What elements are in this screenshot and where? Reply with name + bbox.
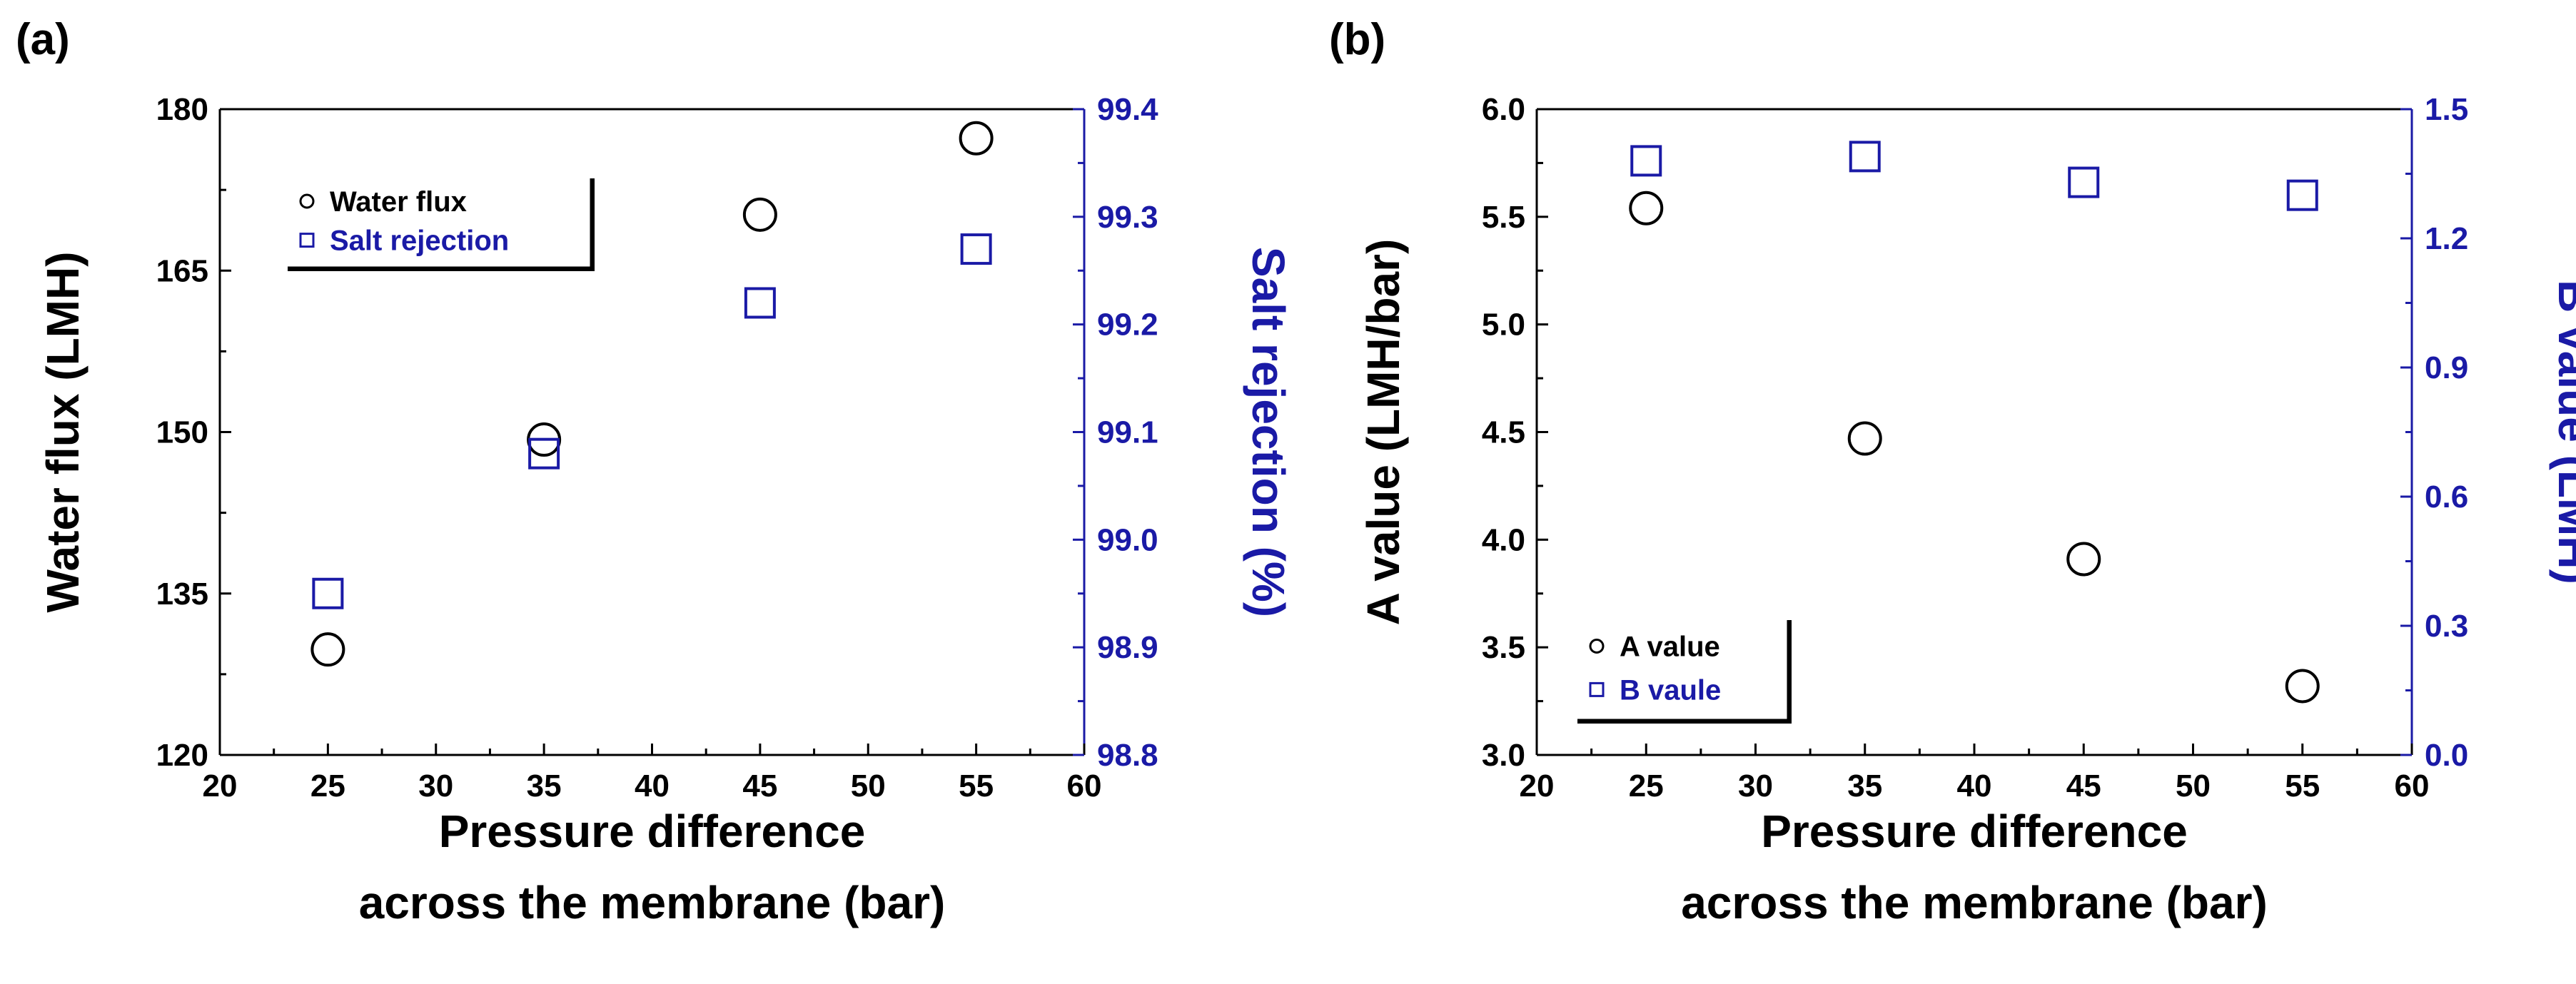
y-right-tick-label: 99.4 (1097, 92, 1158, 127)
y-left-tick-label: 180 (156, 92, 208, 127)
y-right-tick-label: 98.9 (1097, 630, 1158, 665)
legend-label: Salt rejection (330, 225, 509, 257)
y-right-tick-label: 0.0 (2425, 738, 2468, 773)
x-axis-title-line-1: Pressure difference (1761, 806, 2188, 857)
x-tick-label: 55 (2285, 769, 2320, 803)
data-point-b-vaule (1849, 141, 1881, 173)
legend-box (1572, 614, 1787, 719)
data-point-b-vaule (1630, 145, 1662, 177)
y-left-tick-label: 150 (156, 415, 208, 450)
legend-label: A value (1620, 632, 1720, 663)
y-right-tick-label: 0.9 (2425, 350, 2468, 385)
panel-label: (a) (16, 15, 70, 64)
legend-box (282, 173, 590, 267)
x-axis-title-line-1: Pressure difference (439, 806, 866, 857)
data-point-salt-rejection (528, 437, 560, 470)
x-axis-title-line-2: across the membrane (bar) (359, 877, 946, 928)
data-point-a-value (2066, 542, 2101, 577)
x-tick-label: 30 (1738, 769, 1773, 803)
y-right-tick-label: 99.1 (1097, 415, 1158, 450)
y-left-tick-label: 3.0 (1482, 738, 1525, 773)
chart-panel-a: (a) 20 25 30 35 40 45 50 55 60 120 135 150 165 180 98.8… (16, 15, 1294, 928)
y-left-tick-label: 5.5 (1482, 200, 1525, 235)
y-left-tick-label: 135 (156, 577, 208, 612)
y-right-axis-title: B value (LMH) (2549, 280, 2576, 584)
legend-marker-circle (1589, 639, 1605, 654)
y-right-tick-label: 0.6 (2425, 480, 2468, 514)
legend-marker-square (299, 233, 315, 248)
x-tick-label: 60 (2395, 769, 2430, 803)
y-left-tick-label: 120 (156, 738, 208, 773)
data-point-salt-rejection (312, 577, 344, 609)
y-right-tick-label: 0.3 (2425, 609, 2468, 644)
y-right-tick-label: 98.8 (1097, 738, 1158, 773)
y-right-tick-label: 99.3 (1097, 200, 1158, 235)
x-tick-label: 40 (1957, 769, 1992, 803)
y-left-axis-title: A value (LMH/bar) (1358, 239, 1409, 626)
x-tick-label: 60 (1067, 769, 1102, 803)
data-point-water-flux (959, 121, 994, 156)
y-left-tick-label: 3.5 (1482, 630, 1525, 665)
legend-label: B vaule (1620, 674, 1721, 706)
x-tick-label: 50 (2176, 769, 2211, 803)
x-tick-label: 40 (635, 769, 670, 803)
x-tick-label: 35 (527, 769, 562, 803)
panel-label: (b) (1329, 15, 1385, 64)
legend-label: Water flux (330, 186, 467, 218)
x-tick-label: 20 (1520, 769, 1555, 803)
y-left-tick-label: 4.0 (1482, 522, 1525, 557)
y-right-axis-title: Salt rejection (%) (1243, 247, 1294, 617)
y-right-tick-label: 1.5 (2425, 92, 2468, 127)
x-tick-label: 30 (418, 769, 453, 803)
data-point-a-value (1847, 421, 1882, 456)
data-point-salt-rejection (960, 233, 992, 265)
x-tick-label: 45 (2066, 769, 2101, 803)
x-tick-label: 45 (742, 769, 777, 803)
x-tick-label: 50 (851, 769, 886, 803)
y-right-tick-label: 1.2 (2425, 221, 2468, 256)
legend-marker-circle (299, 193, 315, 209)
y-left-axis-title: Water flux (LMH) (37, 251, 89, 612)
x-axis-title-line-2: across the membrane (bar) (1681, 877, 2268, 928)
y-left-tick-label: 6.0 (1482, 92, 1525, 127)
legend-marker-square (1589, 681, 1605, 697)
data-point-a-value (2285, 669, 2320, 704)
y-left-tick-label: 5.0 (1482, 308, 1525, 343)
x-tick-label: 25 (310, 769, 345, 803)
x-tick-label: 35 (1847, 769, 1882, 803)
x-tick-label: 20 (203, 769, 238, 803)
data-point-b-vaule (2068, 166, 2100, 198)
data-point-b-vaule (2286, 179, 2318, 211)
chart-panel-b: (b) 20 25 30 35 40 45 50 55 60 3.0 3.5 4.0 4.5 5.0 5.5 6… (1329, 15, 2576, 928)
data-point-a-value (1629, 191, 1664, 225)
y-left-tick-label: 4.5 (1482, 415, 1525, 450)
data-point-water-flux (742, 197, 777, 232)
y-right-tick-label: 99.0 (1097, 522, 1158, 557)
x-tick-label: 25 (1629, 769, 1664, 803)
data-point-salt-rejection (744, 287, 776, 319)
x-tick-label: 55 (959, 769, 994, 803)
data-point-water-flux (310, 632, 345, 667)
y-right-tick-label: 99.2 (1097, 308, 1158, 343)
y-left-tick-label: 165 (156, 253, 208, 288)
